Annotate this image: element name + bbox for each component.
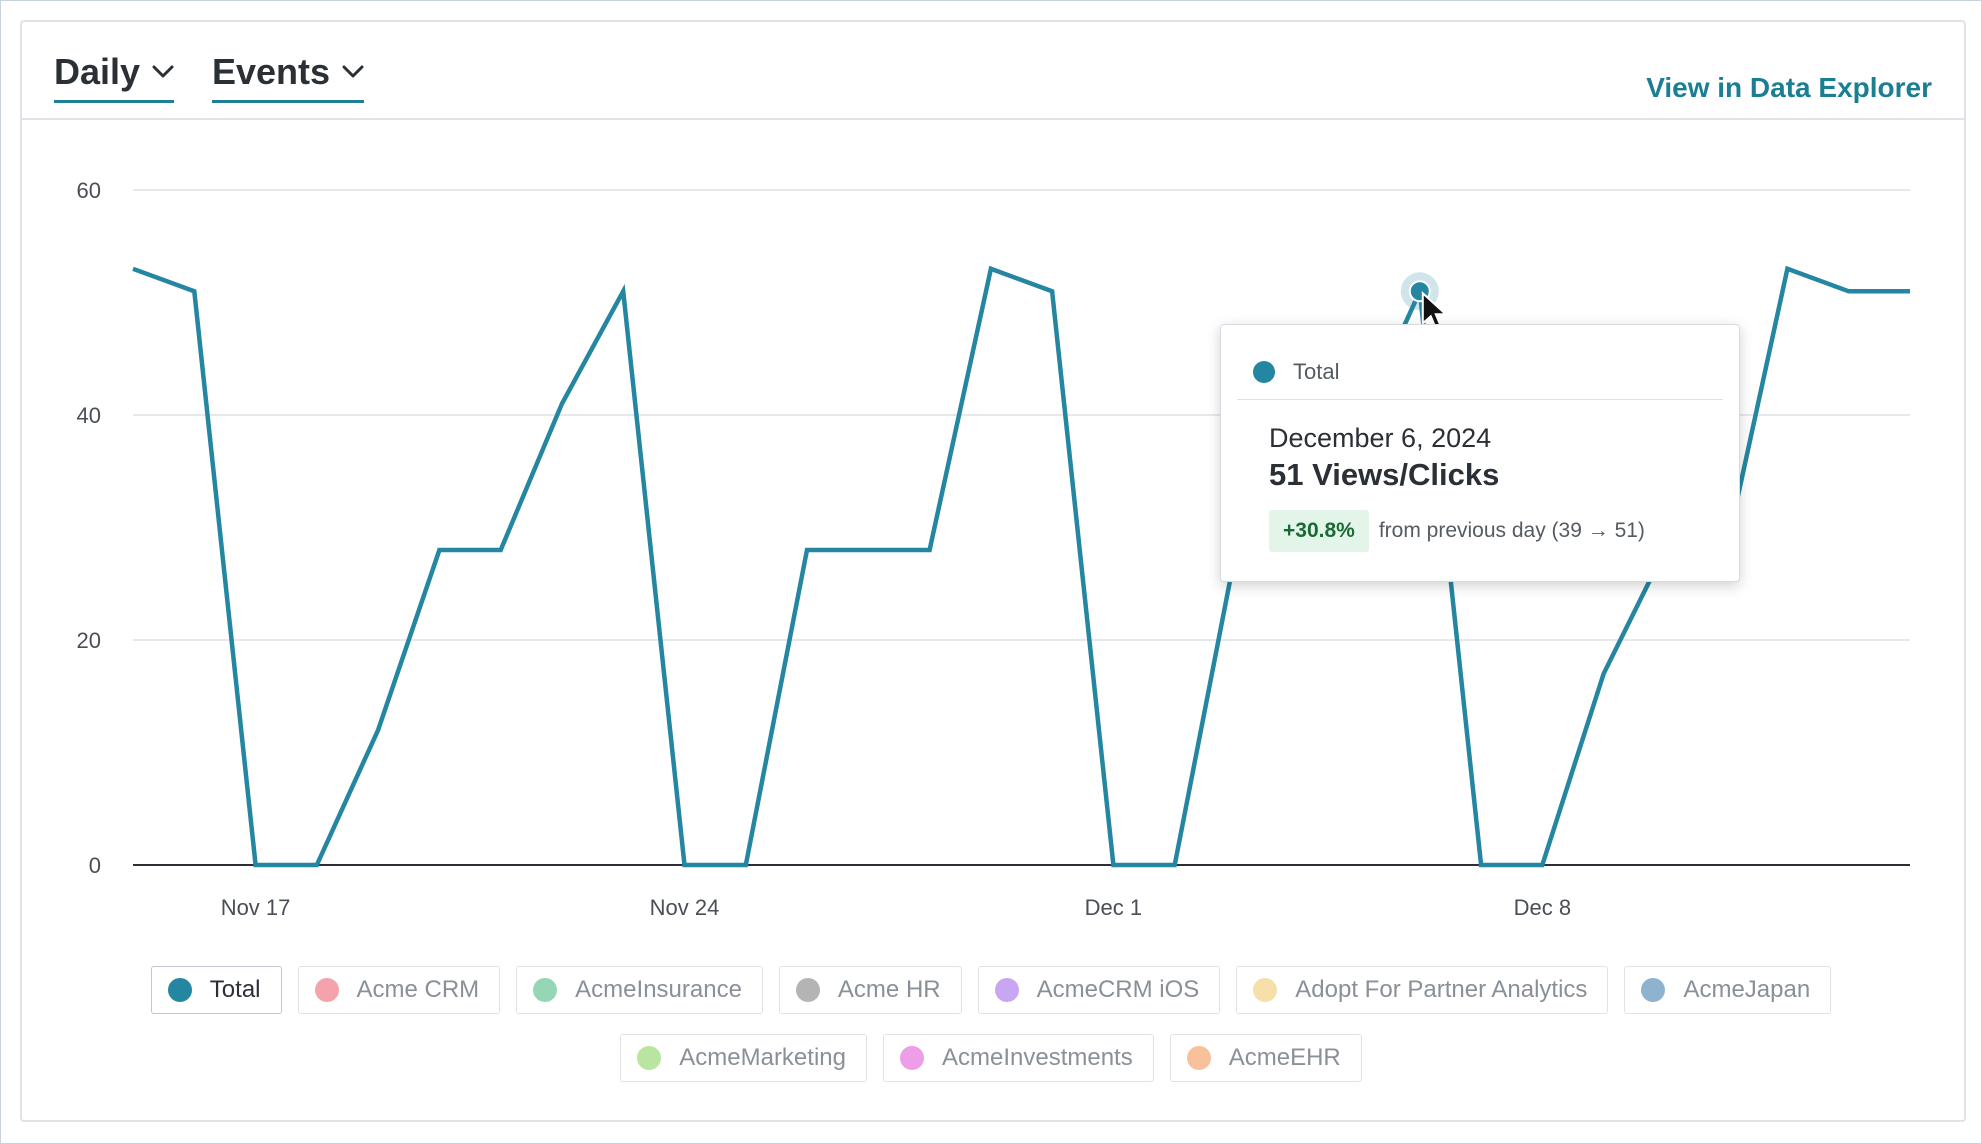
tooltip-series-name: Total bbox=[1293, 359, 1340, 384]
interval-dropdown[interactable]: Daily bbox=[54, 48, 175, 103]
legend-row: AcmeMarketing AcmeInvestments AcmeEHR bbox=[0, 1034, 1982, 1082]
legend-label: AcmeJapan bbox=[1683, 976, 1811, 1003]
legend-item-acmemarketing[interactable]: AcmeMarketing bbox=[620, 1034, 867, 1082]
legend-color-dot bbox=[533, 978, 558, 1002]
legend-label: AcmeEHR bbox=[1228, 1044, 1341, 1071]
legend-label: Total bbox=[209, 976, 261, 1003]
legend-color-dot bbox=[1186, 1046, 1211, 1070]
legend-row: Total Acme CRM AcmeInsurance Acme HR AcmeCRM… bbox=[0, 966, 1982, 1014]
legend-item-acme-crm[interactable]: Acme CRM bbox=[297, 966, 501, 1014]
x-tick-label: Nov 17 bbox=[221, 895, 291, 920]
x-tick-label: Nov 24 bbox=[650, 895, 720, 920]
legend-color-dot bbox=[637, 1046, 662, 1070]
legend-color-dot bbox=[899, 1046, 924, 1070]
legend-item-acmeinvestments[interactable]: AcmeInvestments bbox=[882, 1034, 1154, 1082]
change-description: from previous day (39 → 51) bbox=[1378, 519, 1645, 542]
legend-item-acmecrm-ios[interactable]: AcmeCRM iOS bbox=[977, 966, 1221, 1014]
chart-tooltip: Total December 6, 2024 51 Views/Clicks +… bbox=[1220, 324, 1740, 582]
view-in-data-explorer-link[interactable]: View in Data Explorer bbox=[1646, 72, 1932, 103]
series-color-dot bbox=[1253, 361, 1275, 383]
series-line-total bbox=[132, 265, 1910, 868]
change-badge: +30.8% bbox=[1269, 510, 1369, 552]
tooltip-date: December 6, 2024 bbox=[1269, 423, 1492, 453]
legend-item-acmeehr[interactable]: AcmeEHR bbox=[1169, 1034, 1362, 1082]
legend-label: Acme HR bbox=[837, 976, 941, 1003]
legend-label: AcmeMarketing bbox=[679, 1044, 846, 1071]
interval-label: Daily bbox=[54, 51, 141, 92]
y-tick-label: 40 bbox=[77, 403, 101, 428]
tooltip-header: Total bbox=[1253, 359, 1339, 385]
metric-label: Events bbox=[212, 51, 331, 92]
legend-label: AcmeInvestments bbox=[941, 1044, 1133, 1071]
x-tick-label: Dec 1 bbox=[1085, 895, 1142, 920]
legend-label: Acme CRM bbox=[356, 976, 480, 1003]
legend-item-adopt-for-partner-analytics[interactable]: Adopt For Partner Analytics bbox=[1236, 966, 1609, 1014]
y-tick-label: 0 bbox=[89, 853, 101, 878]
tooltip-change: +30.8% from previous day (39 → 51) bbox=[1269, 510, 1645, 552]
legend-item-acmeinsurance[interactable]: AcmeInsurance bbox=[516, 966, 763, 1014]
legend-label: AcmeInsurance bbox=[575, 976, 742, 1003]
x-tick-label: Dec 8 bbox=[1514, 895, 1571, 920]
line-chart: 0 20 40 60 Nov 17 Nov 24 Dec 1 Dec 8 bbox=[77, 178, 1910, 920]
legend-color-dot bbox=[795, 978, 820, 1002]
legend-label: Adopt For Partner Analytics bbox=[1295, 976, 1588, 1003]
chevron-down-icon bbox=[152, 65, 174, 78]
legend-color-dot bbox=[994, 978, 1019, 1002]
legend-item-acme-hr[interactable]: Acme HR bbox=[778, 966, 962, 1014]
legend-label: AcmeCRM iOS bbox=[1036, 976, 1200, 1003]
legend-color-dot bbox=[1253, 978, 1278, 1002]
y-tick-label: 20 bbox=[77, 628, 101, 653]
tooltip-value: 51 Views/Clicks bbox=[1269, 457, 1500, 492]
legend-item-acmejapan[interactable]: AcmeJapan bbox=[1624, 966, 1832, 1014]
tooltip-divider bbox=[1237, 399, 1723, 400]
chevron-down-icon bbox=[342, 65, 364, 78]
y-tick-label: 60 bbox=[77, 178, 101, 203]
metric-dropdown[interactable]: Events bbox=[212, 48, 365, 103]
legend-color-dot bbox=[167, 978, 192, 1002]
legend-color-dot bbox=[314, 978, 339, 1002]
legend-color-dot bbox=[1641, 978, 1666, 1002]
card-header: Daily Events View in Data Explorer bbox=[22, 22, 1964, 120]
legend-item-total[interactable]: Total bbox=[150, 966, 282, 1014]
